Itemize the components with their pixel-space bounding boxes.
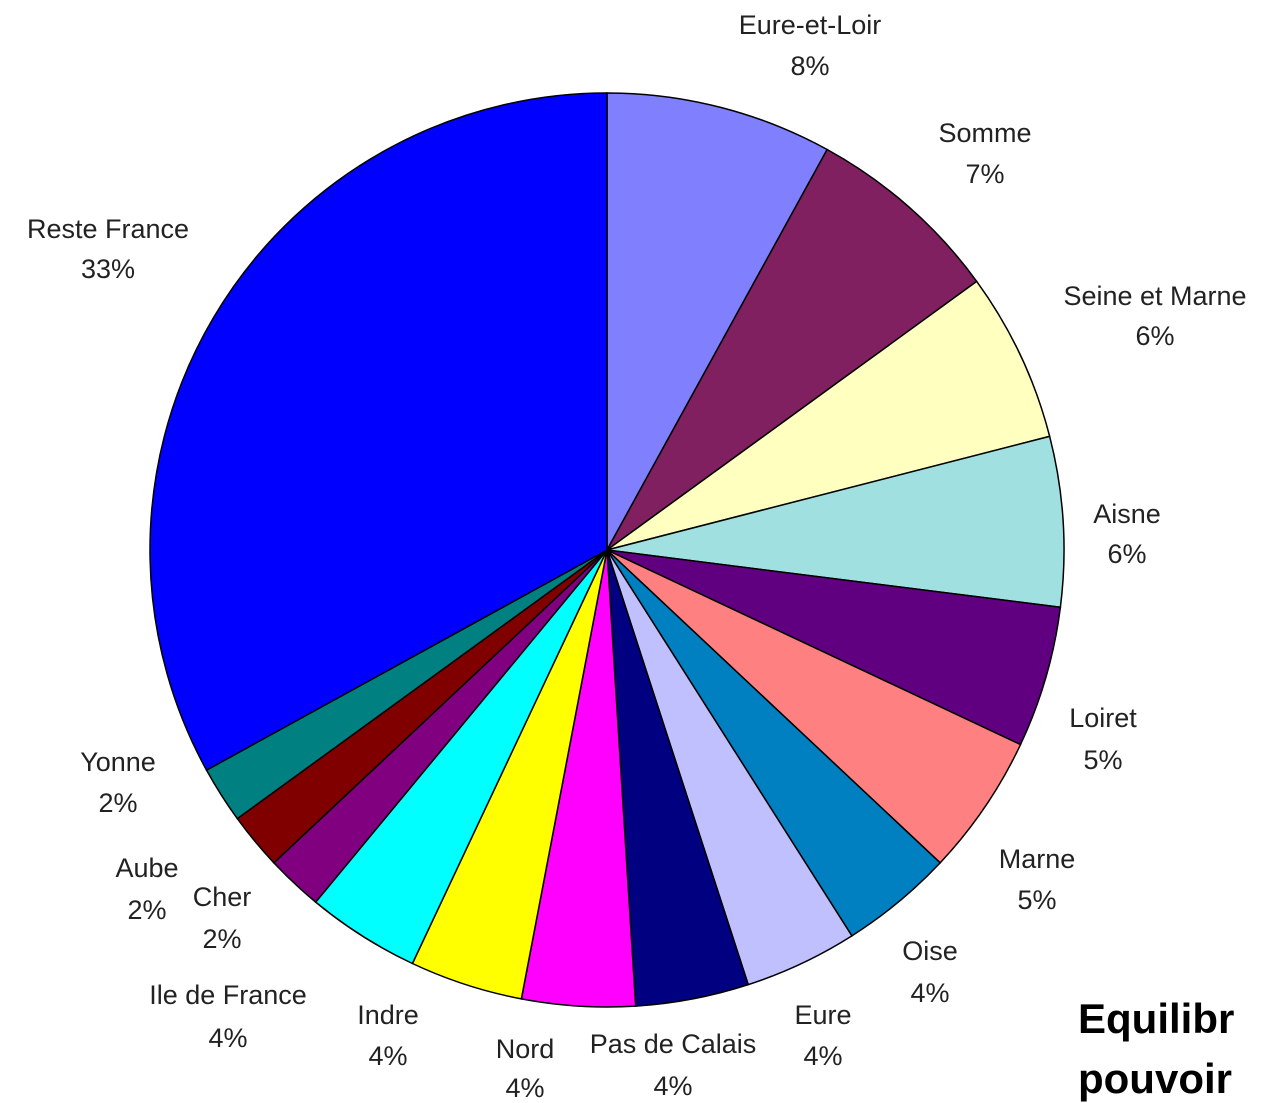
value-label: 2%	[202, 924, 241, 954]
slice-label: Indre	[357, 1000, 419, 1030]
pie-slice	[606, 92, 829, 551]
pie-slice	[606, 435, 1065, 609]
value-label: 4%	[368, 1041, 407, 1071]
slice-label: Eure-et-Loir	[739, 10, 882, 40]
value-label: 4%	[653, 1071, 692, 1101]
slice-label: Nord	[496, 1034, 555, 1064]
slice-label: Pas de Calais	[590, 1029, 757, 1059]
value-label: 5%	[1017, 885, 1056, 915]
slice-label: Cher	[193, 882, 252, 912]
slice-label: Yonne	[80, 747, 156, 777]
slice-label: Seine et Marne	[1063, 281, 1246, 311]
pie-slice	[606, 549, 1022, 864]
value-label: 5%	[1083, 745, 1122, 775]
slice-label: Ile de France	[149, 980, 307, 1010]
slice-label: Loiret	[1069, 703, 1137, 733]
slice-label: Reste France	[27, 214, 189, 244]
value-label: 4%	[910, 978, 949, 1008]
value-label: 2%	[98, 788, 137, 818]
annotation: pouvoir	[1078, 1055, 1232, 1102]
value-label: 7%	[965, 159, 1004, 189]
slice-label: Aisne	[1093, 499, 1161, 529]
annotation: Equilibr	[1078, 995, 1234, 1042]
value-label: 33%	[81, 254, 135, 284]
value-label: 2%	[127, 895, 166, 925]
pie-slice	[606, 148, 978, 551]
value-label: 8%	[790, 51, 829, 81]
slice-label: Aube	[115, 853, 178, 883]
slice-label: Eure	[794, 1000, 851, 1030]
value-label: 4%	[803, 1041, 842, 1071]
value-label: 4%	[208, 1023, 247, 1053]
value-label: 6%	[1135, 321, 1174, 351]
pie-slice	[606, 280, 1051, 551]
value-label: 6%	[1107, 539, 1146, 569]
slice-label: Oise	[902, 936, 958, 966]
pie-slice	[606, 549, 1062, 746]
slice-label: Marne	[999, 844, 1076, 874]
value-label: 4%	[505, 1073, 544, 1103]
pie-slice	[149, 92, 608, 772]
slice-label: Somme	[938, 118, 1031, 148]
